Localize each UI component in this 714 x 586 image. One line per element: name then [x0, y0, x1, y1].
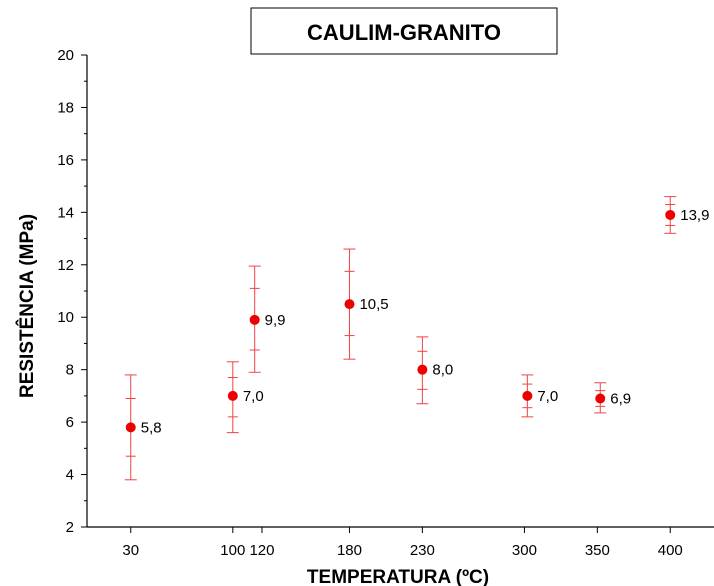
- x-tick-label: 350: [585, 542, 610, 559]
- axes: [86, 55, 714, 528]
- data-label: 10,5: [359, 296, 388, 313]
- y-tick-label: 20: [57, 47, 74, 64]
- y-tick-label: 12: [57, 257, 74, 274]
- y-tick-label: 8: [66, 362, 74, 379]
- y-tick-label: 16: [57, 152, 74, 169]
- x-tick-label: 230: [410, 542, 435, 559]
- y-tick-label: 4: [66, 467, 74, 484]
- x-tick-label: 300: [512, 542, 537, 559]
- data-point: [249, 314, 260, 325]
- data-label: 5,8: [141, 419, 162, 436]
- chart-title-box: [250, 7, 558, 55]
- x-tick-label: 100: [220, 542, 245, 559]
- chart-title: CAULIM-GRANITO: [307, 20, 501, 45]
- data-point: [417, 364, 428, 375]
- x-tick-label: 180: [337, 542, 362, 559]
- data-label: 7,0: [243, 388, 264, 405]
- x-axis-title: TEMPERATURA (ºC): [307, 567, 489, 586]
- y-tick-label: 6: [66, 414, 74, 431]
- data-point: [125, 422, 136, 433]
- data-labels: 5,8 7,0 9,9 10,5 8,0 7,0 6,9 13,9: [141, 207, 710, 436]
- data-label: 9,9: [265, 312, 286, 329]
- y-tick-label: 2: [66, 519, 74, 536]
- data-label: 7,0: [537, 388, 558, 405]
- error-bars: [124, 196, 677, 481]
- data-label: 8,0: [432, 362, 453, 379]
- data-label: 13,9: [680, 207, 709, 224]
- data-point: [665, 209, 676, 220]
- x-tick-label: 400: [658, 542, 683, 559]
- y-tick-label: 18: [57, 99, 74, 116]
- y-tick-label: 10: [57, 309, 74, 326]
- data-point: [595, 393, 606, 404]
- data-point: [344, 299, 355, 310]
- x-tick-label: 30: [122, 542, 139, 559]
- y-tick-label: 14: [57, 204, 74, 221]
- x-axis-ticks: 30 100 120 180 230 300 350 400: [122, 527, 683, 559]
- y-axis-title: RESISTÊNCIA (MPa): [16, 214, 38, 398]
- data-label: 6,9: [610, 391, 631, 408]
- data-points: [125, 209, 676, 433]
- data-point: [522, 390, 533, 401]
- data-point: [227, 390, 238, 401]
- x-tick-label: 120: [249, 542, 274, 559]
- y-axis-ticks: 2 4 6 8 10 12 14 16 18 20: [57, 47, 87, 536]
